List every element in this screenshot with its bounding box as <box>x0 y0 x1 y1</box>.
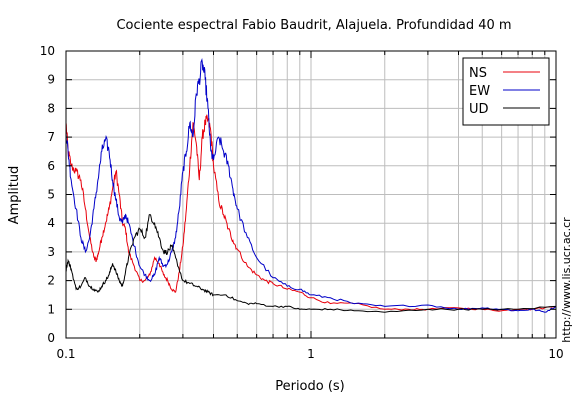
axis-ticks <box>65 50 556 339</box>
credit-url: http://www.lis.ucr.ac.cr <box>560 217 573 343</box>
chart-title: Cociente espectral Fabio Baudrit, Alajue… <box>116 18 511 33</box>
series-line-ew <box>65 57 557 313</box>
y-tick-label: 9 <box>47 73 55 87</box>
y-tick-label: 6 <box>47 159 55 173</box>
grid-lines <box>66 51 556 338</box>
y-tick-label: 10 <box>40 44 55 58</box>
legend-label-ns: NS <box>469 66 487 81</box>
x-tick-label: 10 <box>548 347 563 361</box>
y-tick-label: 0 <box>47 331 55 345</box>
legend-label-ud: UD <box>469 102 489 117</box>
x-axis-label: Periodo (s) <box>275 379 345 394</box>
y-tick-label: 5 <box>47 188 55 202</box>
y-tick-label: 2 <box>47 274 55 288</box>
y-tick-label: 3 <box>47 245 55 259</box>
plot-series <box>65 57 557 313</box>
y-tick-label: 8 <box>47 101 55 115</box>
series-line-ud <box>65 214 557 313</box>
legend-label-ew: EW <box>469 84 490 99</box>
x-tick-labels: 0.1 1 10 <box>56 347 563 361</box>
y-tick-label: 7 <box>47 130 55 144</box>
x-tick-label: 0.1 <box>56 347 75 361</box>
series-line-ns <box>65 114 557 312</box>
y-tick-labels: 0 1 2 3 4 5 6 7 8 9 10 <box>40 44 55 345</box>
y-axis-label: Amplitud <box>7 166 22 225</box>
legend-box <box>462 57 550 126</box>
y-tick-label: 1 <box>47 302 55 316</box>
legend: NS EW UD <box>462 57 550 126</box>
y-tick-label: 4 <box>47 216 55 230</box>
x-tick-label: 1 <box>307 347 315 361</box>
